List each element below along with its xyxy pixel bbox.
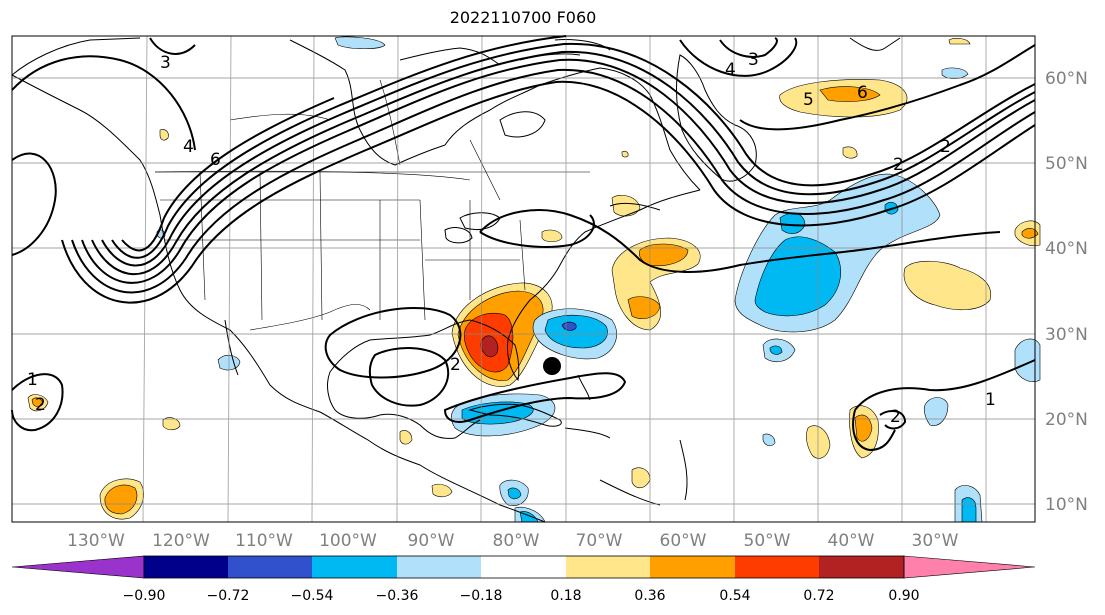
colorbar-tick: −0.36 [376, 588, 419, 604]
map-title: 2022110700 F060 [449, 8, 597, 27]
contour-label: 1 [985, 390, 996, 410]
storm-center-marker [543, 357, 561, 375]
contour-label: 3 [748, 50, 759, 70]
political-boundaries [154, 79, 590, 331]
contour-label: 2 [940, 137, 951, 157]
lon-label: 110°W [235, 531, 293, 551]
negative-anomaly-atlantic-se-inner [544, 314, 608, 349]
colorbar-swatch [144, 556, 228, 578]
colorbar-tick: −0.72 [207, 588, 250, 604]
lon-label: 120°W [152, 531, 210, 551]
latitude-labels: 60°N 50°N 40°N 30°N 20°N 10°N [1045, 69, 1088, 515]
lon-label: 130°W [67, 531, 125, 551]
colorbar-swatch [312, 556, 397, 578]
colorbar-swatch [397, 556, 481, 578]
colorbar-tick: −0.90 [123, 588, 166, 604]
lon-label: 50°W [744, 531, 791, 551]
lat-label: 30°N [1045, 325, 1088, 345]
colorbar-tick: 0.72 [803, 588, 834, 604]
colorbar-tick: −0.18 [460, 588, 503, 604]
contour-label: 1 [27, 370, 38, 390]
lat-label: 20°N [1045, 410, 1088, 430]
contour-label: 5 [803, 90, 814, 110]
lat-label: 60°N [1045, 69, 1088, 89]
contour-label: 6 [210, 150, 221, 170]
colorbar-swatch [819, 556, 904, 578]
colorbar-tick: 0.90 [888, 588, 919, 604]
colorbar-swatch [566, 556, 650, 578]
lon-label: 70°W [576, 531, 623, 551]
colorbar-tick: −0.54 [291, 588, 334, 604]
graticule [12, 35, 1035, 523]
contour-label: 4 [725, 60, 736, 80]
contour-label: 2 [35, 395, 46, 415]
lon-label: 40°W [828, 531, 875, 551]
positive-anomaly-east-atlantic [903, 260, 992, 310]
contour-label: 6 [857, 83, 868, 103]
contour-label: 4 [183, 137, 194, 157]
height-contours [11, 35, 1036, 452]
lon-label: 80°W [493, 531, 540, 551]
lat-label: 40°N [1045, 239, 1088, 259]
colorbar-swatch-high-extend [903, 555, 1036, 579]
colorbar-tick: 0.18 [550, 588, 581, 604]
colorbar-tick: 0.54 [719, 588, 750, 604]
contour-label: 2 [893, 155, 904, 175]
colorbar-swatch [228, 556, 312, 578]
lon-label: 60°W [660, 531, 707, 551]
colorbar-tick: 0.36 [634, 588, 665, 604]
colorbar-swatch [481, 556, 566, 578]
lon-label: 90°W [408, 531, 455, 551]
lon-label: 100°W [319, 531, 377, 551]
map-frame [11, 35, 1036, 523]
contour-label-group: 3 4 6 3 4 5 6 2 2 1 2 2 1 2 [27, 50, 996, 427]
lat-label: 10°N [1045, 495, 1088, 515]
colorbar-swatch-low-extend [11, 555, 145, 579]
colorbar: −0.90 −0.72 −0.54 −0.36 −0.18 0.18 0.36 … [11, 555, 1036, 604]
contour-label: 2 [890, 407, 901, 427]
lon-label: 30°W [912, 531, 959, 551]
longitude-labels: 130°W 120°W 110°W 100°W 90°W 80°W 70°W 6… [67, 531, 959, 551]
contour-label: 2 [450, 355, 461, 375]
lat-label: 50°N [1045, 154, 1088, 174]
contour-label: 3 [160, 53, 171, 73]
colorbar-swatch [735, 556, 819, 578]
colorbar-swatch [650, 556, 735, 578]
